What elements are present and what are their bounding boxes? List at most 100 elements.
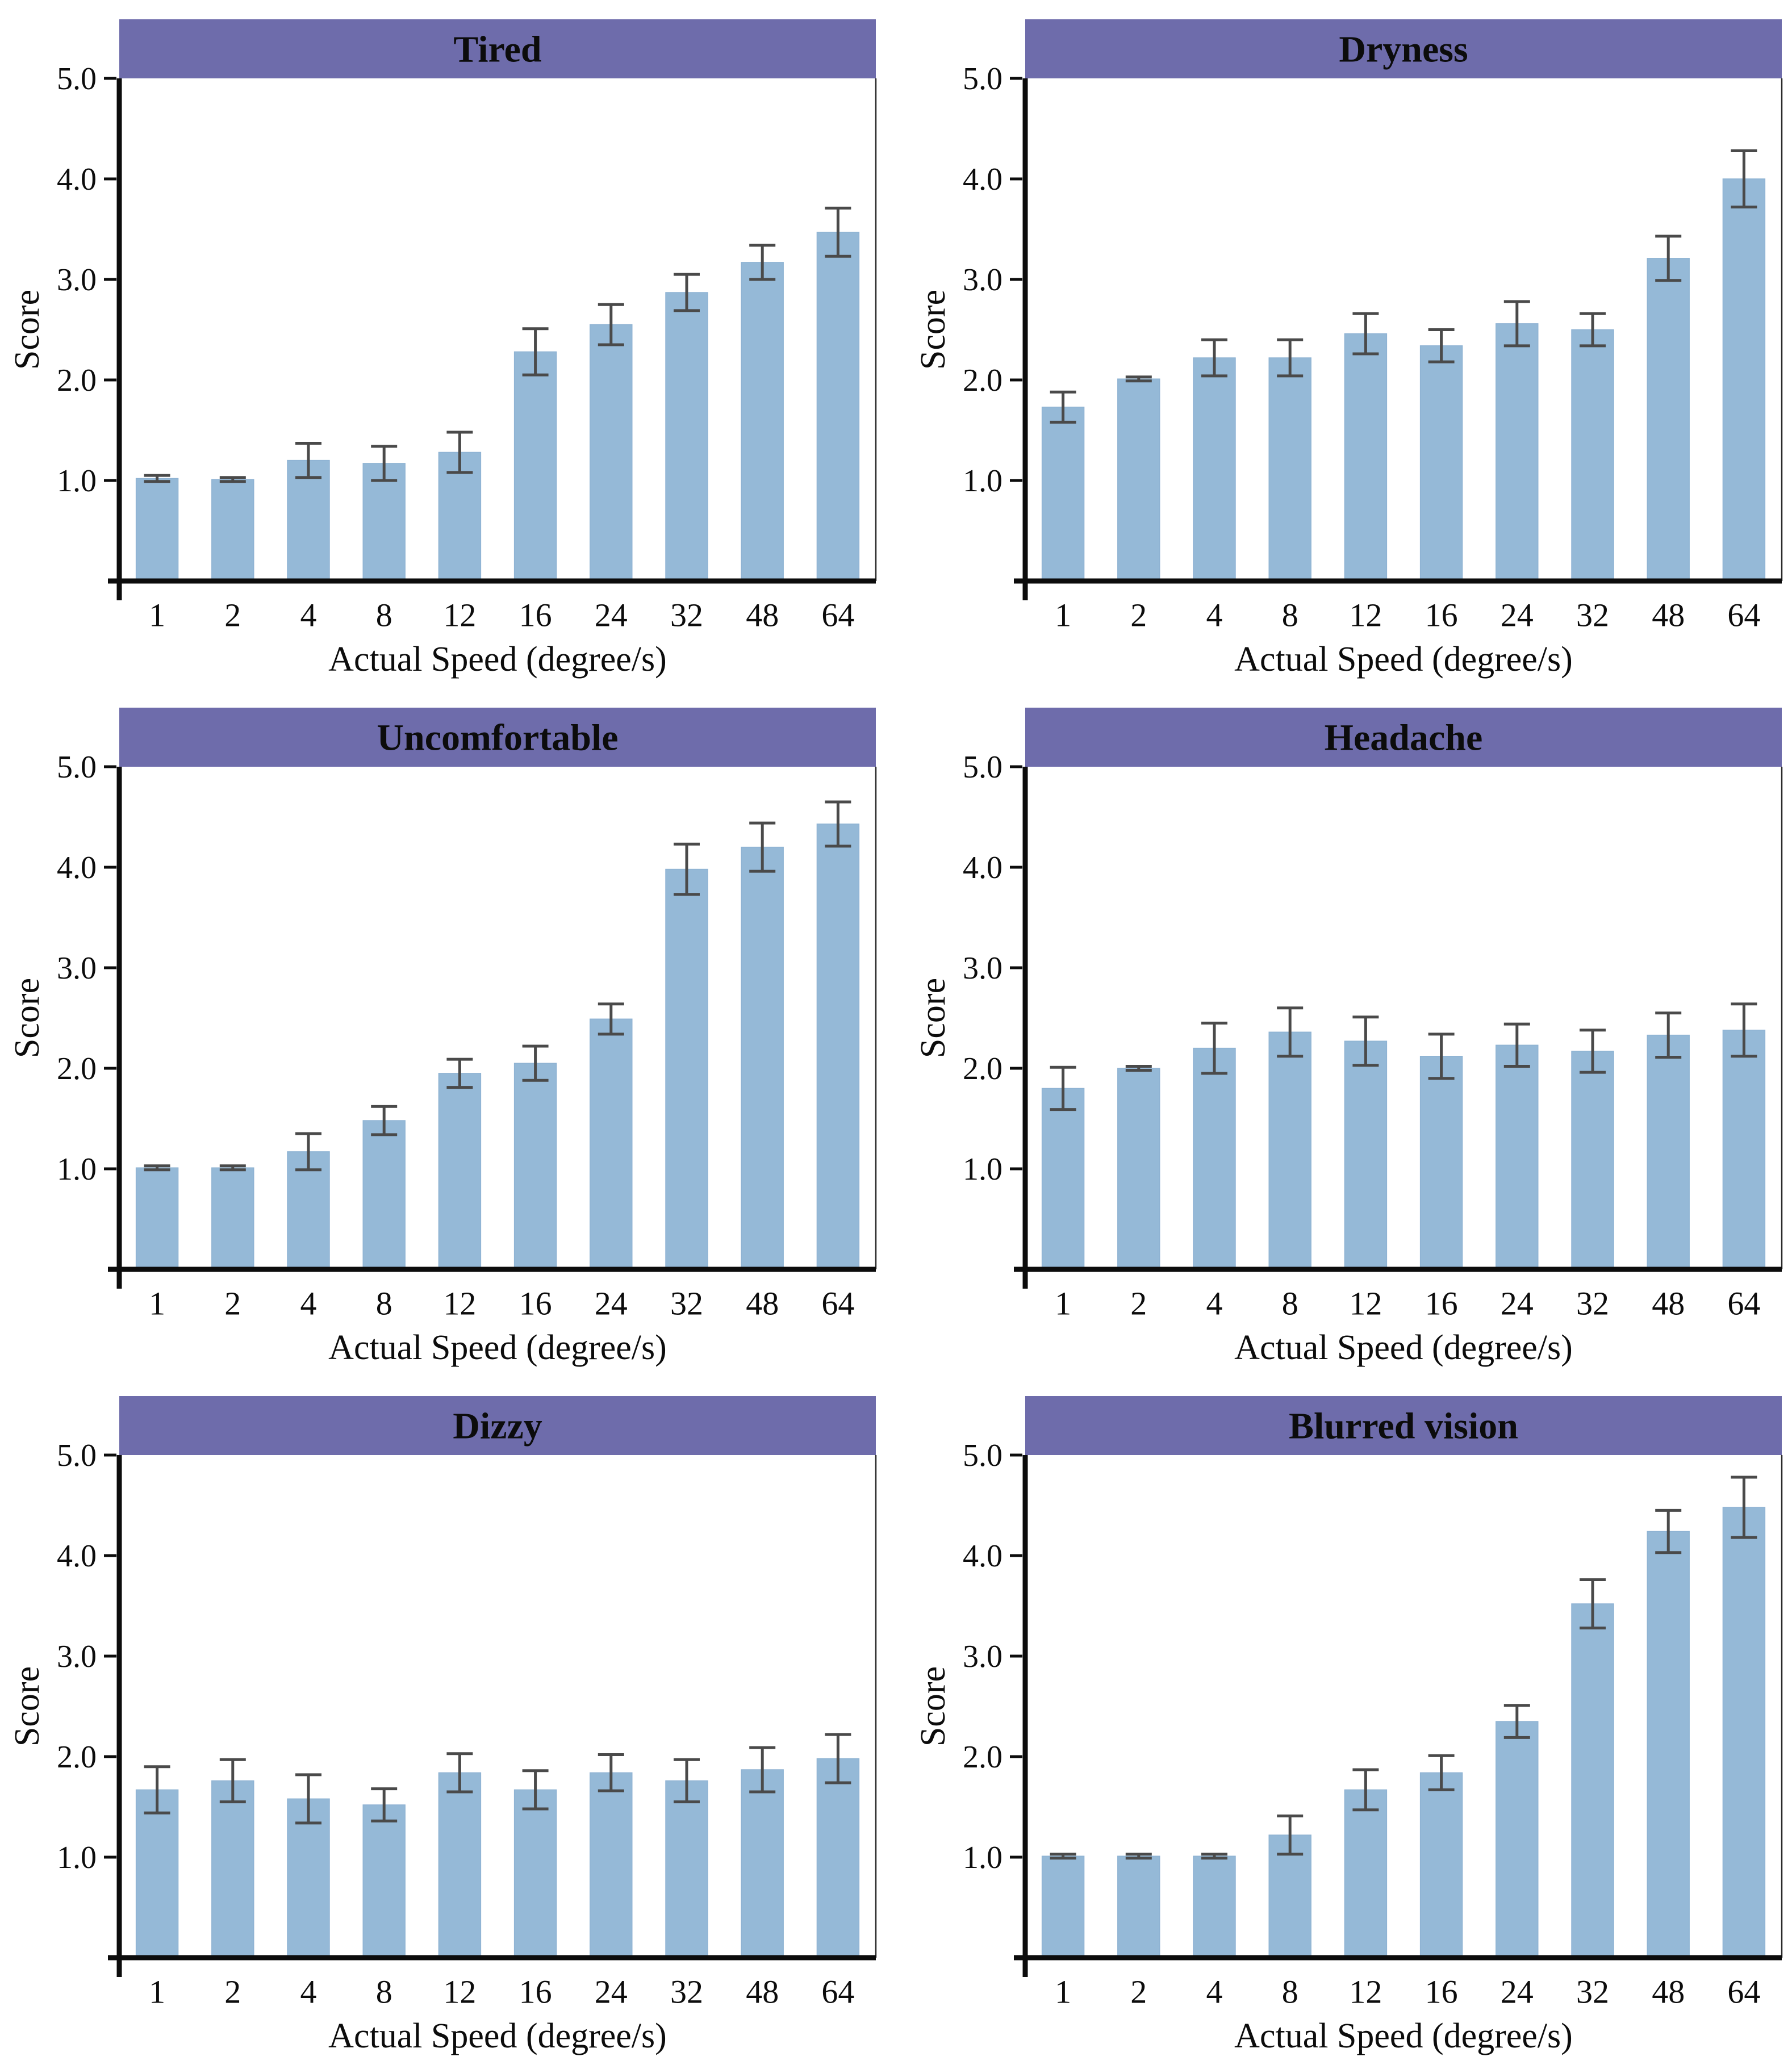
- bar-24: [1496, 323, 1539, 582]
- panel-uncomfortable: Uncomfortable 1.0 2.0 3.0 4.0 5.0 1 2 4 8 12 16 24 32…: [6, 693, 880, 1378]
- y-tick-label: 1.0: [57, 1840, 97, 1875]
- y-axis-label: Score: [914, 978, 953, 1058]
- title-banner: [1025, 19, 1782, 78]
- bar-4: [287, 1798, 330, 1958]
- x-tick-label: 1: [1055, 596, 1071, 633]
- bar-64: [816, 1758, 860, 1958]
- bar-24: [590, 1018, 633, 1270]
- bar-4: [287, 459, 330, 582]
- x-axis-label: Actual Speed (degree/s): [328, 640, 667, 679]
- x-tick-label: 24: [1501, 596, 1534, 633]
- x-tick-label: 48: [1652, 596, 1685, 633]
- bar-12: [438, 1772, 482, 1958]
- panel-dizzy: Dizzy 1.0 2.0 3.0 4.0 5.0 1 2 4 8 12 16 24 32 48 64 Scor…: [6, 1381, 880, 2066]
- x-tick-label: 2: [1130, 1973, 1147, 2010]
- title-banner: [119, 1396, 876, 1455]
- y-tick-label: 4.0: [57, 162, 97, 197]
- x-tick-label: 1: [149, 1285, 165, 1322]
- bar-64: [1722, 1507, 1766, 1958]
- bar-1: [1041, 407, 1085, 582]
- panel-blurred-vision: Blurred vision 1.0 2.0 3.0 4.0 5.0 1 2 4 8 12 16 24 3…: [912, 1381, 1786, 2066]
- y-tick-label: 1.0: [963, 463, 1002, 499]
- x-tick-label: 16: [1425, 1285, 1458, 1322]
- y-tick-label: 4.0: [963, 850, 1002, 885]
- x-tick-label: 2: [224, 1973, 241, 2010]
- bar-24: [590, 1772, 633, 1958]
- bar-4: [1193, 1855, 1236, 1958]
- x-tick-label: 32: [670, 1973, 703, 2010]
- bar-16: [513, 1063, 557, 1270]
- x-tick-label: 12: [1349, 1285, 1382, 1322]
- y-axis-label: Score: [8, 978, 47, 1058]
- bar-8: [362, 1120, 406, 1270]
- bar-2: [211, 479, 254, 582]
- x-tick-label: 1: [1055, 1973, 1071, 2010]
- x-tick-label: 2: [1130, 1285, 1147, 1322]
- bar-2: [211, 1167, 254, 1270]
- bar-16: [513, 351, 557, 582]
- bar-32: [665, 868, 708, 1270]
- panel-headache: Headache 1.0 2.0 3.0 4.0 5.0 1 2 4 8 12 16 24 32 48 64 S…: [912, 693, 1786, 1378]
- bar-1: [135, 478, 179, 582]
- x-tick-label: 16: [1425, 1973, 1458, 2010]
- x-tick-label: 12: [443, 596, 476, 633]
- chart-title: Dizzy: [453, 1405, 542, 1447]
- bar-8: [1268, 357, 1311, 582]
- bar-8: [362, 1804, 406, 1958]
- bar-32: [665, 1780, 708, 1958]
- bar-48: [741, 262, 784, 582]
- x-tick-label: 4: [1206, 1973, 1223, 2010]
- x-tick-label: 32: [1576, 1973, 1609, 2010]
- bar-12: [1344, 333, 1388, 582]
- y-tick-label: 3.0: [57, 1639, 97, 1674]
- x-tick-label: 32: [1576, 1285, 1609, 1322]
- bar-32: [665, 292, 708, 582]
- x-tick-label: 12: [443, 1973, 476, 2010]
- chart-title: Blurred vision: [1289, 1405, 1518, 1447]
- y-tick-label: 2.0: [963, 1740, 1002, 1775]
- x-tick-label: 16: [519, 1285, 552, 1322]
- x-tick-label: 48: [746, 596, 779, 633]
- bar-1: [135, 1789, 179, 1958]
- bar-64: [816, 232, 860, 582]
- bar-1: [1041, 1088, 1085, 1270]
- x-tick-label: 64: [821, 1285, 854, 1322]
- bar-4: [1193, 357, 1236, 582]
- x-tick-label: 48: [746, 1285, 779, 1322]
- y-tick-label: 1.0: [57, 1152, 97, 1187]
- bar-1: [135, 1167, 179, 1270]
- bar-48: [1647, 1531, 1690, 1958]
- x-tick-label: 32: [670, 596, 703, 633]
- x-tick-label: 8: [1282, 596, 1298, 633]
- x-tick-label: 2: [224, 1285, 241, 1322]
- y-tick-label: 4.0: [963, 162, 1002, 197]
- y-tick-label: 5.0: [57, 750, 97, 785]
- x-tick-label: 64: [1727, 1973, 1760, 2010]
- x-axis-label: Actual Speed (degree/s): [1234, 640, 1573, 679]
- panel-tired: Tired 1.0 2.0 3.0 4.0 5.0 1 2 4 8 12 16 24 32 48 64 Scor…: [6, 5, 880, 689]
- bar-16: [1419, 1772, 1463, 1958]
- x-tick-label: 8: [376, 1285, 392, 1322]
- bar-2: [1117, 1855, 1160, 1958]
- bar-12: [1344, 1040, 1388, 1270]
- y-tick-label: 3.0: [963, 951, 1002, 986]
- x-tick-label: 8: [376, 596, 392, 633]
- y-axis-label: Score: [914, 1666, 953, 1746]
- x-tick-label: 4: [300, 1285, 317, 1322]
- x-tick-label: 12: [1349, 1973, 1382, 2010]
- y-tick-label: 4.0: [57, 1539, 97, 1574]
- title-banner: [119, 708, 876, 767]
- bar-16: [513, 1789, 557, 1958]
- y-tick-label: 5.0: [57, 61, 97, 97]
- bar-12: [438, 1073, 482, 1270]
- x-tick-label: 16: [519, 596, 552, 633]
- y-tick-label: 1.0: [963, 1152, 1002, 1187]
- bar-12: [1344, 1789, 1388, 1958]
- bar-64: [1722, 178, 1766, 582]
- y-tick-label: 4.0: [963, 1539, 1002, 1574]
- y-axis-label: Score: [8, 1666, 47, 1746]
- bar-16: [1419, 345, 1463, 582]
